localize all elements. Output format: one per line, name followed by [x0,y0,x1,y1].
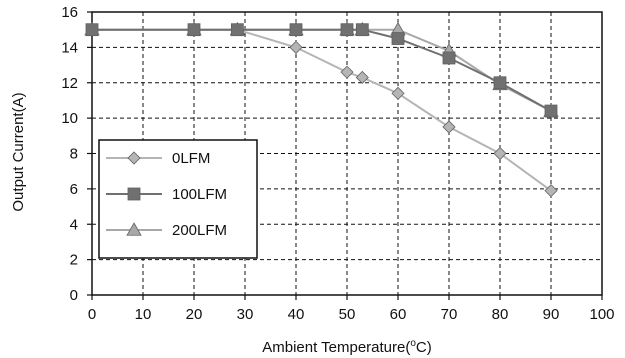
legend-marker [127,151,141,165]
y-tick-label: 16 [61,4,78,21]
data-point [355,70,369,85]
legend-marker [127,187,141,201]
y-tick-label: 12 [61,75,78,92]
data-point [187,23,201,37]
data-point [230,23,244,37]
legend-label: 200LFM [172,222,227,239]
y-tick-label: 0 [70,287,78,304]
data-point [85,23,99,37]
legend-item-200LFM: 200LFM [106,222,227,239]
legend-label: 0LFM [172,150,210,167]
data-point [442,51,456,65]
data-point [391,86,405,100]
x-tick-label: 20 [186,306,203,323]
data-point [355,23,369,37]
legend: 0LFM 100LFM 200LFM [98,139,258,259]
y-tick-label: 4 [70,216,78,233]
legend-item-100LFM: 100LFM [106,186,227,203]
series-100LFM [85,23,558,118]
x-tick-label: 70 [441,306,458,323]
y-tick-label: 2 [70,252,78,269]
x-axis-ticks: 0 10 20 30 40 50 60 70 80 90 100 [88,295,615,323]
x-tick-label: 60 [390,306,407,323]
x-tick-label: 100 [589,306,614,323]
legend-box [98,139,258,259]
legend-marker [126,222,142,236]
legend-items: 0LFM 100LFM 200LFM [106,150,227,239]
y-axis-label: Output Current(A) [10,92,27,211]
data-point [289,23,303,37]
y-tick-label: 6 [70,181,78,198]
data-point [391,32,405,45]
x-tick-label: 50 [339,306,356,323]
x-tick-label: 90 [543,306,560,323]
x-tick-label: 30 [237,306,254,323]
series-200LFM [84,21,559,117]
x-tick-label: 40 [288,306,305,323]
data-point [544,104,558,118]
data-point [493,146,507,161]
x-axis-label: Ambient Temperature(oC) [262,338,432,356]
y-tick-label: 14 [61,39,78,56]
x-tick-label: 80 [492,306,509,323]
series [84,21,559,198]
data-point [289,40,303,54]
data-point [340,23,354,37]
series-line [92,28,552,112]
x-axis-label-tail: C) [416,339,432,356]
x-tick-label: 0 [88,306,96,323]
legend-item-0LFM: 0LFM [106,150,210,167]
data-point [544,184,558,198]
x-axis-label-superscript: o [410,338,416,349]
series-line [92,28,552,112]
x-tick-label: 10 [135,306,152,323]
legend-label: 100LFM [172,186,227,203]
data-point [340,65,354,79]
y-axis-ticks: 0 2 4 6 8 10 12 14 16 [61,4,92,304]
y-tick-label: 10 [61,110,78,127]
data-point [493,76,507,90]
y-tick-label: 8 [70,146,78,163]
data-point [442,120,456,134]
x-axis-label-main: Ambient Temperature( [262,339,410,356]
